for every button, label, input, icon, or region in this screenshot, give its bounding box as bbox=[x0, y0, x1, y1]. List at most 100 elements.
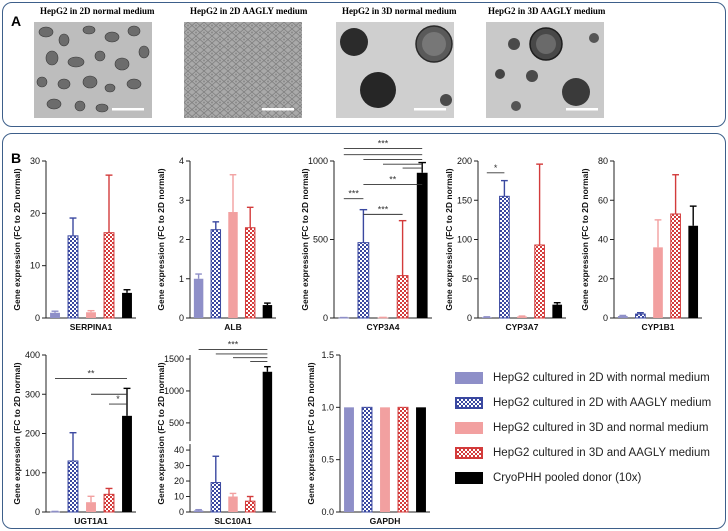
y-tick-label: 400 bbox=[25, 350, 40, 360]
bar bbox=[210, 229, 222, 319]
bar bbox=[244, 227, 256, 319]
legend-swatch bbox=[455, 422, 483, 434]
legend-item: HepG2 cultured in 3D and normal medium bbox=[455, 421, 708, 435]
significance-label: *** bbox=[228, 339, 239, 349]
y-tick-label: 2 bbox=[179, 235, 184, 245]
y-tick-label: 500 bbox=[313, 235, 328, 245]
significance-label: * bbox=[494, 163, 498, 173]
y-tick-label: 0 bbox=[35, 507, 40, 517]
chart-alb: 0 1 2 3 4 Gene expression (FC to 2D normal) AL… bbox=[156, 156, 276, 332]
significance-label: * bbox=[116, 394, 120, 404]
bar bbox=[67, 235, 79, 319]
bar bbox=[122, 292, 132, 318]
bar bbox=[481, 317, 492, 319]
y-tick-label: 0 bbox=[323, 313, 328, 323]
legend-swatch bbox=[455, 397, 483, 409]
bar bbox=[499, 195, 510, 319]
y-tick-label: 30 bbox=[174, 461, 184, 471]
y-tick-label: 1500 bbox=[164, 354, 184, 364]
bar bbox=[552, 304, 563, 318]
legend-label: HepG2 cultured in 3D and normal medium bbox=[493, 422, 709, 434]
y-tick-label: 40 bbox=[174, 445, 184, 455]
bar bbox=[103, 232, 115, 319]
bar bbox=[103, 493, 115, 513]
y-tick-label: 3 bbox=[179, 195, 184, 205]
legend-item: HepG2 cultured in 2D with AAGLY medium bbox=[455, 396, 711, 410]
panel-a: A bbox=[2, 2, 726, 127]
significance-label: *** bbox=[348, 189, 359, 199]
legend-swatch bbox=[455, 447, 483, 459]
bar bbox=[517, 316, 527, 318]
bar bbox=[653, 247, 663, 318]
bar bbox=[397, 406, 409, 513]
micrograph-3d-normal bbox=[336, 22, 454, 118]
bar bbox=[635, 313, 646, 319]
significance-label: *** bbox=[378, 204, 389, 214]
y-tick-label: 200 bbox=[457, 156, 472, 166]
chart-cyp3a4: 0 500 1000 Gene expression (FC to 2D normal… bbox=[300, 138, 432, 332]
bar bbox=[50, 312, 60, 318]
bar bbox=[416, 172, 428, 318]
y-tick-label: 30 bbox=[30, 156, 40, 166]
micrograph-2d-normal bbox=[34, 22, 152, 118]
x-axis-label: CYP3A4 bbox=[366, 322, 399, 332]
bar bbox=[344, 407, 354, 512]
panel-a-label: A bbox=[11, 13, 22, 29]
y-tick-label: 200 bbox=[25, 429, 40, 439]
x-axis-label: GAPDH bbox=[370, 516, 401, 526]
x-axis-label: CYP1B1 bbox=[641, 322, 674, 332]
y-tick-label: 0 bbox=[179, 313, 184, 323]
y-tick-label: 0 bbox=[179, 507, 184, 517]
panel-b-label: B bbox=[11, 150, 22, 166]
bar bbox=[122, 415, 132, 512]
y-tick-label: 0 bbox=[603, 313, 608, 323]
legend-label: CryoPHH pooled donor (10x) bbox=[493, 472, 642, 484]
bar bbox=[193, 278, 204, 318]
axis-break bbox=[186, 441, 194, 445]
y-axis-label: Gene expression (FC to 2D normal) bbox=[306, 362, 316, 504]
bar bbox=[380, 407, 390, 512]
y-tick-label: 1000 bbox=[164, 386, 184, 396]
legend-label: HepG2 cultured in 3D and AAGLY medium bbox=[493, 447, 710, 459]
y-axis-label: Gene expression (FC to 2D normal) bbox=[12, 362, 22, 504]
legend-item: HepG2 cultured in 2D with normal medium bbox=[455, 371, 710, 385]
y-tick-label: 40 bbox=[598, 235, 608, 245]
y-tick-label: 10 bbox=[174, 492, 184, 502]
chart-gapdh: 0.0 0.5 1.0 1.5 Gene expression (FC to 2D no… bbox=[306, 350, 430, 526]
y-axis-label: Gene expression (FC to 2D normal) bbox=[444, 168, 454, 310]
y-tick-label: 1.5 bbox=[321, 350, 334, 360]
y-tick-label: 100 bbox=[457, 235, 472, 245]
panel-b: B bbox=[2, 133, 726, 529]
significance-label: ** bbox=[389, 175, 397, 185]
y-tick-label: 0.5 bbox=[321, 455, 334, 465]
y-tick-label: 20 bbox=[174, 476, 184, 486]
bar bbox=[361, 406, 373, 513]
bar bbox=[86, 502, 96, 512]
bar bbox=[670, 213, 681, 319]
bar bbox=[228, 496, 238, 512]
bar bbox=[86, 312, 96, 318]
bar bbox=[688, 225, 699, 318]
y-axis-label: Gene expression (FC to 2D normal) bbox=[580, 168, 590, 310]
y-tick-label: 20 bbox=[30, 208, 40, 218]
significance-label: ** bbox=[87, 369, 95, 379]
micrograph-2d-aagly bbox=[184, 22, 302, 118]
y-tick-label: 60 bbox=[598, 195, 608, 205]
image-caption-1: HepG2 in 2D normal medium bbox=[40, 6, 155, 16]
image-caption-4: HepG2 in 3D AAGLY medium bbox=[488, 6, 606, 16]
y-axis-label: Gene expression (FC to 2D normal) bbox=[156, 168, 166, 310]
bar bbox=[617, 316, 628, 318]
bar bbox=[416, 407, 426, 512]
bar bbox=[228, 212, 238, 318]
bar bbox=[262, 305, 273, 318]
y-tick-label: 500 bbox=[169, 418, 184, 428]
bar bbox=[193, 510, 204, 512]
x-axis-label: SERPINA1 bbox=[70, 322, 113, 332]
y-tick-label: 0 bbox=[467, 313, 472, 323]
x-axis-label: ALB bbox=[224, 322, 241, 332]
image-caption-2: HepG2 in 2D AAGLY medium bbox=[190, 6, 308, 16]
bar bbox=[210, 482, 222, 513]
